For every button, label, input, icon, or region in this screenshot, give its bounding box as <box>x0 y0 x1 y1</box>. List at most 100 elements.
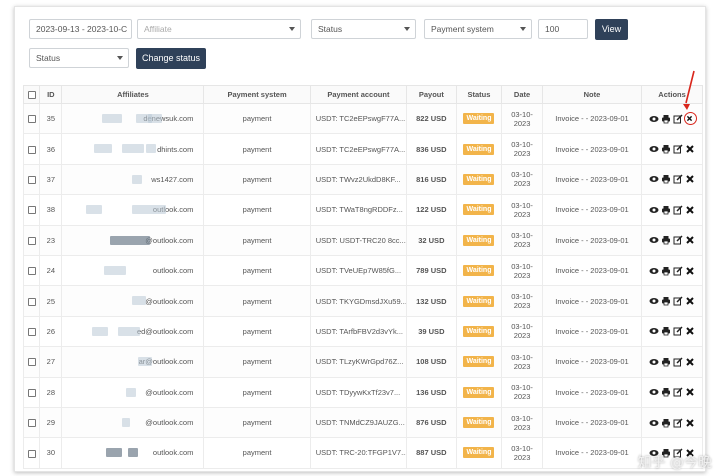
edit-icon[interactable] <box>673 205 683 215</box>
print-icon[interactable] <box>661 235 671 245</box>
print-icon[interactable] <box>661 114 671 124</box>
eye-icon[interactable] <box>649 387 659 397</box>
print-icon[interactable] <box>661 266 671 276</box>
print-icon[interactable] <box>661 296 671 306</box>
row-select-cell[interactable] <box>22 254 41 287</box>
row-select-cell[interactable] <box>22 406 41 439</box>
eye-icon[interactable] <box>649 448 659 458</box>
eye-icon[interactable] <box>649 205 659 215</box>
close-icon[interactable] <box>685 448 695 458</box>
row-checkbox[interactable] <box>27 388 36 397</box>
row-checkbox[interactable] <box>27 449 36 458</box>
table-row[interactable]: 36 dhints.com payment USDT: TC2eEPswgF77A..… <box>22 133 703 165</box>
column-header-payment-account[interactable]: Payment account <box>309 85 408 104</box>
row-checkbox[interactable] <box>27 145 36 154</box>
edit-icon[interactable] <box>673 387 683 397</box>
table-row[interactable]: 37 ws1427.com payment USDT: TWvz2UkdD8KF...… <box>22 163 703 196</box>
close-icon[interactable] <box>685 387 695 397</box>
print-icon[interactable] <box>661 448 671 458</box>
delete-button[interactable] <box>683 112 697 126</box>
select-all-checkbox[interactable] <box>27 91 36 99</box>
eye-icon[interactable] <box>649 114 659 124</box>
eye-icon[interactable] <box>649 326 659 336</box>
eye-icon[interactable] <box>649 266 659 276</box>
close-icon[interactable] <box>685 326 695 336</box>
row-select-cell[interactable] <box>22 285 41 317</box>
view-button[interactable]: View <box>595 19 628 40</box>
table-row[interactable]: 38 outlook.com payment USDT: TWaT8ngRDDFz..… <box>22 194 703 226</box>
table-row[interactable]: 25 @outlook.com payment USDT: TKYGDmsdJXu59… <box>22 285 703 317</box>
table-row[interactable]: 28 @outlook.com payment USDT: TDyywKxTf23v7… <box>22 376 703 408</box>
edit-icon[interactable] <box>673 326 683 336</box>
payment-system-select[interactable]: Payment system <box>424 19 532 39</box>
table-row[interactable]: 30 outlook.com payment USDT: TRC-20:TFGP1V7… <box>22 437 703 469</box>
row-checkbox[interactable] <box>27 267 36 276</box>
table-row[interactable]: 35 denewsuk.com payment USDT: TC2eEPswgF77A… <box>22 102 703 135</box>
edit-icon[interactable] <box>673 418 683 428</box>
row-checkbox[interactable] <box>27 206 36 215</box>
status-select[interactable]: Status <box>311 19 416 39</box>
close-icon[interactable] <box>685 418 695 428</box>
change-status-button[interactable]: Change status <box>136 48 206 69</box>
close-icon[interactable] <box>685 266 695 276</box>
edit-icon[interactable] <box>673 235 683 245</box>
row-select-cell[interactable] <box>22 194 41 226</box>
edit-icon[interactable] <box>673 357 683 367</box>
edit-icon[interactable] <box>673 266 683 276</box>
edit-icon[interactable] <box>673 114 683 124</box>
eye-icon[interactable] <box>649 357 659 367</box>
row-checkbox[interactable] <box>27 419 36 428</box>
affiliate-select[interactable]: Affiliate <box>137 19 301 39</box>
edit-icon[interactable] <box>673 144 683 154</box>
close-icon[interactable] <box>685 357 695 367</box>
print-icon[interactable] <box>661 357 671 367</box>
close-icon[interactable] <box>685 174 695 184</box>
table-row[interactable]: 29 @outlook.com payment USDT: TNMdCZ9JAUZG.… <box>22 406 703 439</box>
row-select-cell[interactable] <box>22 315 41 348</box>
column-header-date[interactable]: Date <box>501 85 543 104</box>
column-header-payment-system[interactable]: Payment system <box>203 85 311 104</box>
date-range-input[interactable]: 2023-09-13 - 2023-10-C <box>29 19 132 39</box>
row-select-cell[interactable] <box>22 133 41 165</box>
close-icon[interactable] <box>685 235 695 245</box>
close-icon[interactable] <box>685 296 695 306</box>
row-select-cell[interactable] <box>22 163 41 196</box>
print-icon[interactable] <box>661 326 671 336</box>
row-checkbox[interactable] <box>27 175 36 184</box>
print-icon[interactable] <box>661 387 671 397</box>
table-row[interactable]: 26 ed@outlook.com payment USDT: TArfbFBV2d3… <box>22 315 703 348</box>
row-select-cell[interactable] <box>22 224 41 256</box>
eye-icon[interactable] <box>649 296 659 306</box>
table-row[interactable]: 24 outlook.com payment USDT: TVeUEp7W85fG..… <box>22 254 703 287</box>
row-select-cell[interactable] <box>22 437 41 469</box>
row-select-cell[interactable] <box>22 346 41 378</box>
column-header-status[interactable]: Status <box>455 85 503 104</box>
print-icon[interactable] <box>661 144 671 154</box>
column-header-payout[interactable]: Payout <box>406 85 457 104</box>
column-header-id[interactable]: ID <box>39 85 63 104</box>
bulk-status-select[interactable]: Status <box>29 48 129 68</box>
eye-icon[interactable] <box>649 235 659 245</box>
row-select-cell[interactable] <box>22 376 41 408</box>
print-icon[interactable] <box>661 418 671 428</box>
row-checkbox[interactable] <box>27 115 36 124</box>
print-icon[interactable] <box>661 205 671 215</box>
close-icon[interactable] <box>685 205 695 215</box>
table-row[interactable]: 23 @outlook.com payment USDT: USDT-TRC20 8c… <box>22 224 703 256</box>
row-select-cell[interactable] <box>22 102 41 135</box>
row-checkbox[interactable] <box>27 358 36 367</box>
edit-icon[interactable] <box>673 174 683 184</box>
eye-icon[interactable] <box>649 174 659 184</box>
eye-icon[interactable] <box>649 418 659 428</box>
limit-input[interactable]: 100 <box>538 19 588 39</box>
row-checkbox[interactable] <box>27 297 36 306</box>
eye-icon[interactable] <box>649 144 659 154</box>
row-checkbox[interactable] <box>27 236 36 245</box>
column-header-note[interactable]: Note <box>541 85 643 104</box>
select-all-cell[interactable] <box>22 85 41 104</box>
edit-icon[interactable] <box>673 296 683 306</box>
column-header-affiliates[interactable]: Affiliates <box>61 85 205 104</box>
table-row[interactable]: 27 ar@outlook.com payment USDT: TLzyKWrGpd7… <box>22 346 703 378</box>
print-icon[interactable] <box>661 174 671 184</box>
edit-icon[interactable] <box>673 448 683 458</box>
